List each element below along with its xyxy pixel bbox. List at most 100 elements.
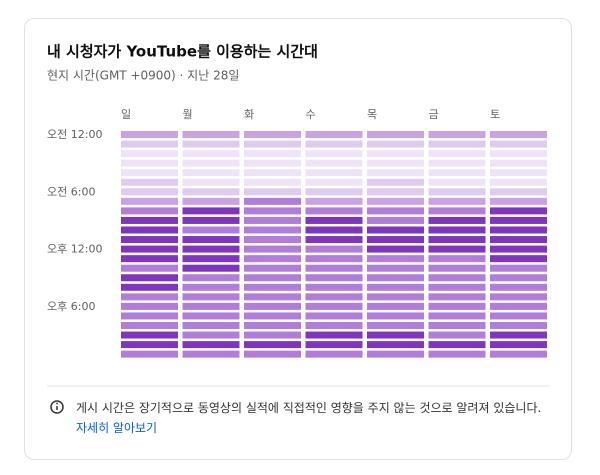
heat-cell (305, 302, 363, 310)
heat-cell (490, 150, 547, 158)
day-label: 금 (429, 108, 439, 121)
heat-cell (244, 178, 301, 186)
heat-cell (428, 264, 486, 272)
heat-cell (367, 331, 424, 339)
heat-cell (244, 216, 301, 224)
heat-cell (182, 350, 240, 358)
heat-cell (121, 226, 178, 234)
heat-cell (305, 150, 363, 158)
heat-cell (182, 131, 240, 138)
heat-cell (428, 188, 486, 196)
heat-cell (121, 216, 178, 224)
heat-cell (490, 236, 547, 244)
heat-cell (244, 350, 301, 358)
heat-cell (305, 226, 363, 234)
heat-cell (367, 350, 424, 358)
heat-cell (367, 293, 424, 301)
heat-cell (182, 322, 240, 329)
heat-cell (305, 197, 363, 205)
heat-cell (305, 264, 363, 272)
heat-cell (182, 216, 240, 224)
heat-cell (428, 341, 486, 349)
heat-cell (305, 188, 363, 196)
info-icon (56, 402, 58, 405)
heat-cell (121, 178, 178, 186)
heat-cell (490, 159, 547, 167)
heat-cell (305, 255, 363, 263)
heat-cell (305, 131, 363, 138)
heat-cell (182, 169, 240, 177)
heat-cell (428, 150, 486, 158)
heat-cell (367, 216, 424, 224)
heat-cell (428, 283, 486, 291)
heat-cell (428, 169, 486, 177)
heat-cell (490, 331, 547, 339)
heat-cell (490, 226, 547, 234)
heat-cell (490, 274, 547, 282)
heat-cell (305, 236, 363, 244)
heat-cell (367, 188, 424, 196)
heat-cell (490, 302, 547, 310)
heat-cell (121, 140, 178, 148)
hour-label: 오후 12:00 (47, 243, 102, 256)
heat-cell (244, 312, 301, 320)
heat-cell (244, 302, 301, 310)
note: 게시 시간은 장기적으로 동영상의 실적에 직접적인 영향을 주지 않는 것으로… (76, 401, 542, 415)
day-label: 월 (183, 108, 193, 121)
heat-cell (182, 197, 240, 205)
heat-cell (182, 283, 240, 291)
heat-cell (244, 188, 301, 196)
heat-cell (367, 226, 424, 234)
heat-cell (428, 293, 486, 301)
heat-cell (244, 236, 301, 244)
heat-cell (428, 216, 486, 224)
heat-cell (490, 293, 547, 301)
heat-cell (367, 131, 424, 138)
footer-note: 게시 시간은 장기적으로 동영상의 실적에 직접적인 영향을 주지 않는 것으로… (76, 398, 556, 438)
learn-more-link[interactable]: 자세히 알아보기 (76, 421, 158, 435)
heat-cell (367, 302, 424, 310)
day-label: 일 (121, 107, 131, 121)
heat-cell (182, 341, 240, 349)
heat-cell (428, 178, 486, 186)
heat-cell (428, 255, 486, 263)
heat-cell (428, 140, 486, 148)
heat-cell (305, 322, 363, 329)
heat-cell (367, 283, 424, 291)
heat-cell (121, 207, 178, 215)
heat-cell (367, 322, 424, 329)
heat-cell (428, 322, 486, 329)
heat-cell (121, 350, 178, 358)
heat-cell (490, 255, 547, 263)
hour-label: 오후 6:00 (47, 300, 95, 313)
heat-cell (121, 302, 178, 310)
heat-cell (121, 197, 178, 205)
heat-cell (305, 159, 363, 167)
heat-cell (244, 197, 301, 205)
heat-cell (182, 245, 240, 253)
heat-cell (305, 140, 363, 148)
heat-cell (490, 283, 547, 291)
heat-cell (182, 331, 240, 339)
heat-cell (121, 322, 178, 329)
heat-cell (428, 274, 486, 282)
heat-cell (305, 312, 363, 320)
heat-cell (182, 264, 240, 272)
day-label: 토 (490, 108, 500, 121)
heat-cell (305, 283, 363, 291)
heat-cell (244, 150, 301, 158)
heat-cell (182, 150, 240, 158)
heat-cell (428, 312, 486, 320)
heat-cell (244, 159, 301, 167)
day-label: 화 (244, 108, 254, 121)
heat-cell (244, 140, 301, 148)
heat-cell (490, 312, 547, 320)
heat-cell (490, 188, 547, 196)
heat-cell (367, 236, 424, 244)
heat-cell (428, 236, 486, 244)
heat-cell (305, 331, 363, 339)
heat-cell (305, 245, 363, 253)
heat-cell (121, 312, 178, 320)
heat-cell (490, 169, 547, 177)
